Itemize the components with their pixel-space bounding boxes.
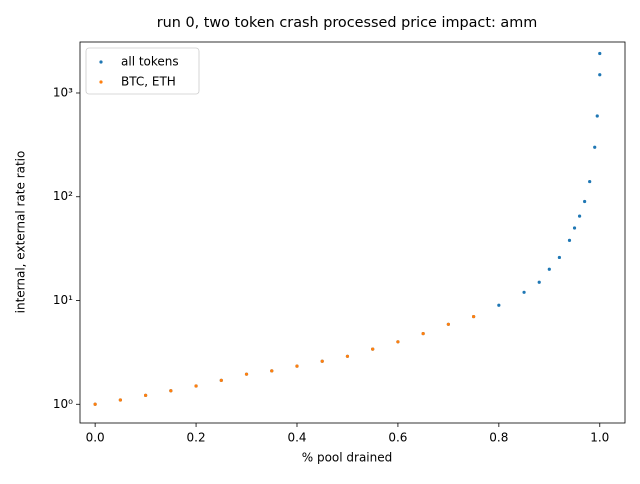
x-tick-label: 0.4 (287, 431, 306, 445)
scatter-point (345, 354, 350, 358)
y-tick-label: 10² (53, 189, 73, 203)
scatter-point (537, 280, 541, 284)
scatter-point (577, 214, 582, 218)
scatter-point (270, 369, 274, 373)
scatter-point (557, 255, 561, 260)
scatter-point (595, 114, 599, 118)
scatter-point (371, 347, 375, 351)
x-axis-label: % pool drained (302, 451, 393, 465)
scatter-point (144, 393, 148, 397)
y-tick-label: 10³ (53, 85, 73, 99)
x-tick-label: 0.2 (187, 431, 206, 445)
scatter-point (583, 199, 587, 204)
scatter-point (588, 179, 592, 184)
scatter-point (219, 378, 223, 382)
scatter-point (593, 145, 597, 149)
scatter-point (320, 359, 324, 363)
legend-box (85, 47, 200, 95)
scatter-point (118, 398, 122, 402)
plot-frame (79, 41, 626, 424)
y-tick-label: 10¹ (53, 293, 73, 307)
scatter-point (547, 267, 551, 271)
scatter-point (169, 389, 173, 393)
legend-marker (99, 80, 103, 84)
scatter-point (522, 290, 526, 294)
x-tick-label: 0.8 (489, 431, 508, 445)
scatter-point (244, 372, 249, 376)
scatter-point (446, 322, 450, 326)
scatter-point (598, 51, 602, 56)
scatter-point (421, 331, 425, 336)
y-tick-label: 10⁰ (53, 397, 73, 411)
legend-label: BTC, ETH (121, 75, 176, 89)
scatter-point (497, 303, 501, 307)
scatter-point (598, 73, 602, 77)
x-tick-label: 1.0 (590, 431, 609, 445)
scatter-point (194, 384, 198, 388)
chart-title: run 0, two token crash processed price i… (157, 15, 538, 31)
scatter-point (572, 226, 577, 230)
scatter-point (396, 340, 400, 344)
y-axis-label: internal, external rate ratio (14, 151, 28, 314)
x-tick-label: 0.0 (86, 431, 105, 445)
scatter-point (295, 364, 299, 368)
scatter-point (567, 238, 572, 242)
x-tick-label: 0.6 (388, 431, 407, 445)
legend-marker (99, 60, 103, 64)
legend-label: all tokens (121, 55, 179, 69)
scatter-point (472, 314, 476, 319)
scatter-point (93, 402, 97, 406)
